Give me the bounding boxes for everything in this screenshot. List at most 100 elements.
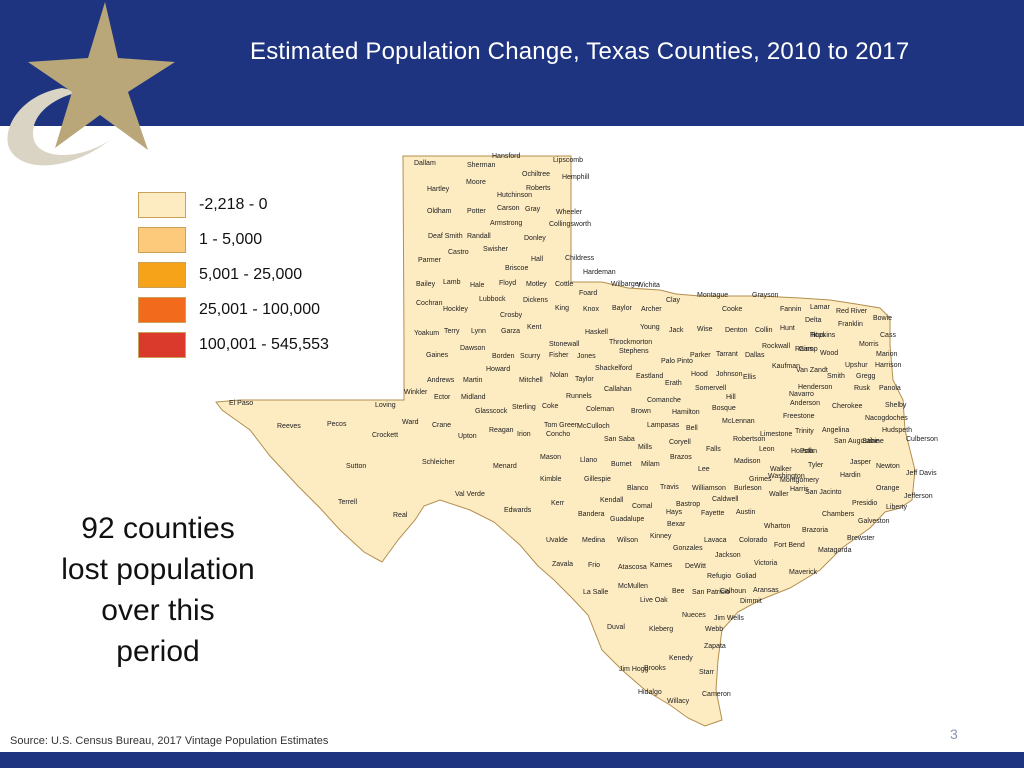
county-label: Midland — [461, 394, 486, 401]
county-label: Dallam — [414, 160, 436, 167]
county-label: Cochran — [416, 300, 443, 307]
county-label: Roberts — [526, 185, 551, 192]
county-label: Hidalgo — [638, 689, 662, 696]
county-label: Ector — [434, 394, 451, 401]
county-label: Hudspeth — [882, 427, 912, 434]
county-label: Lee — [698, 466, 710, 473]
county-label: Washington — [768, 473, 805, 480]
county-label: Jasper — [850, 459, 872, 466]
county-label: Coke — [542, 403, 558, 410]
county-label: Willacy — [667, 698, 690, 705]
county-label: Kimble — [540, 476, 562, 483]
county-label: Briscoe — [505, 265, 528, 272]
legend-item: -2,218 - 0 — [138, 192, 398, 220]
county-label: Gonzales — [673, 545, 703, 552]
county-label: Navarro — [789, 391, 814, 398]
county-label: San Saba — [604, 436, 635, 443]
county-label: Parker — [690, 352, 711, 359]
county-label: Walker — [770, 466, 792, 473]
county-label: Guadalupe — [610, 516, 644, 523]
county-label: Gaines — [426, 352, 449, 359]
county-label: Johnson — [716, 371, 743, 378]
county-label: McLennan — [722, 418, 755, 425]
county-label: Fisher — [549, 352, 569, 359]
county-label: Reeves — [277, 423, 301, 430]
county-label: Martin — [463, 377, 483, 384]
county-label: Kinney — [650, 533, 672, 540]
county-label: Burleson — [734, 485, 762, 492]
county-label: Stephens — [619, 348, 649, 355]
county-label: Jackson — [715, 552, 741, 559]
legend-swatch — [138, 297, 186, 323]
county-label: Wichita — [637, 282, 660, 289]
county-label: Reagan — [489, 427, 514, 434]
county-label: Mason — [540, 454, 561, 461]
county-label: Dimmit — [740, 598, 762, 605]
county-label: Collingsworth — [549, 221, 591, 228]
footer-bar — [0, 752, 1024, 768]
legend-swatch — [138, 192, 186, 218]
county-label: Terry — [444, 328, 460, 335]
county-label: Shackelford — [595, 365, 632, 372]
legend-label: 1 - 5,000 — [199, 231, 263, 248]
county-label: Wheeler — [556, 209, 583, 216]
county-label: Lynn — [471, 328, 486, 335]
county-label: Potter — [467, 208, 486, 215]
county-label: Hale — [470, 282, 485, 289]
county-label: Rusk — [854, 385, 870, 392]
county-label: Motley — [526, 281, 547, 288]
callout-line: 92 counties — [81, 512, 235, 545]
county-label: Limestone — [760, 431, 792, 438]
county-label: Kenedy — [669, 655, 693, 662]
county-label: Maverick — [789, 569, 818, 576]
county-label: Grimes — [749, 476, 772, 483]
county-label: Clay — [666, 297, 681, 304]
county-label: Zapata — [704, 643, 726, 650]
county-label: Morris — [859, 341, 879, 348]
county-label: Van Zandt — [796, 367, 828, 374]
county-label: Hamilton — [672, 409, 700, 416]
county-label: Cass — [880, 332, 896, 339]
county-label: Brewster — [847, 535, 875, 542]
county-label: Zavala — [552, 561, 573, 568]
county-label: Concho — [546, 431, 570, 438]
county-label: Ellis — [743, 374, 756, 381]
county-label: Howard — [486, 366, 510, 373]
county-label: Castro — [448, 249, 469, 256]
county-label: Terrell — [338, 499, 358, 506]
county-label: Tom Green — [544, 422, 579, 429]
county-label: King — [555, 305, 569, 312]
county-label: Jim Hogg — [619, 666, 649, 673]
county-label: Real — [393, 512, 408, 519]
county-label: Lubbock — [479, 296, 506, 303]
county-label: Floyd — [499, 280, 516, 287]
county-label: Wilson — [617, 537, 638, 544]
county-label: Angelina — [822, 427, 849, 434]
county-label: Bastrop — [676, 501, 700, 508]
county-label: Young — [640, 324, 660, 331]
county-label: Smith — [827, 373, 845, 380]
county-label: Tarrant — [716, 351, 738, 358]
county-label: Dallas — [745, 352, 765, 359]
county-label: Sterling — [512, 404, 536, 411]
census-logo — [7, 2, 175, 166]
county-label: Runnels — [566, 393, 592, 400]
county-label: Hunt — [780, 325, 795, 332]
county-label: Medina — [582, 537, 605, 544]
county-label: Kleberg — [649, 626, 673, 633]
callout-line: period — [116, 635, 200, 668]
county-label: Jack — [669, 327, 684, 334]
county-label: Camp — [799, 346, 818, 353]
county-label: Calhoun — [720, 588, 746, 595]
county-label: Marion — [876, 351, 898, 358]
county-label: Atascosa — [618, 564, 647, 571]
county-label: McMullen — [618, 583, 648, 590]
county-label: Ward — [402, 419, 419, 426]
legend-item: 5,001 - 25,000 — [138, 262, 398, 290]
county-label: Waller — [769, 491, 789, 498]
county-label: Rains — [795, 346, 813, 353]
county-label: Bell — [686, 425, 698, 432]
county-label: Glasscock — [475, 408, 508, 415]
county-label: Lamb — [443, 279, 461, 286]
